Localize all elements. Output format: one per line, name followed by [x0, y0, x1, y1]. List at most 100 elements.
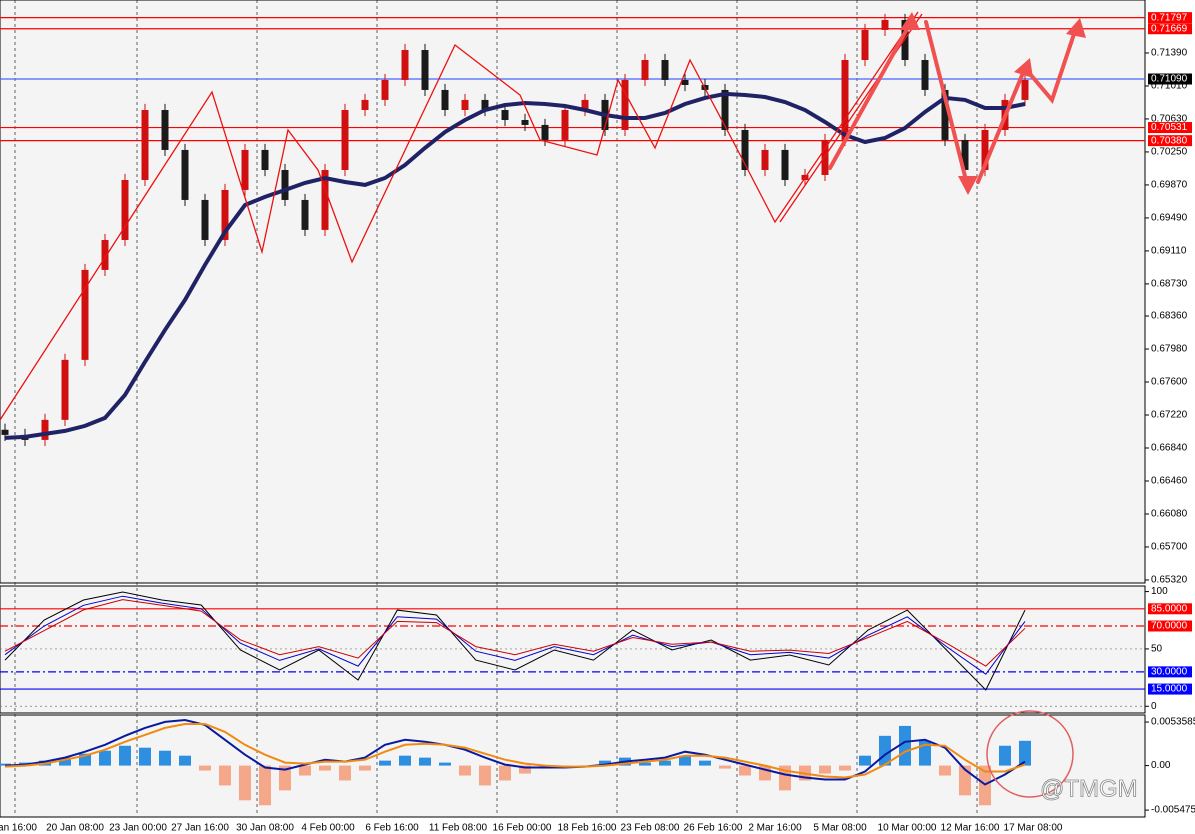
level-label: 0.71797 [1151, 12, 1188, 23]
candle-body [841, 59, 849, 140]
time-grid [14, 0, 978, 816]
candle-body [621, 79, 629, 130]
histogram-bar [319, 765, 331, 771]
x-tick-label: 5 Mar 08:00 [813, 823, 867, 834]
candle-body [721, 89, 729, 130]
candle-body [141, 110, 149, 180]
candle-body [521, 119, 529, 125]
y-tick-label: 0.00 [1151, 760, 1171, 771]
candle-body [481, 99, 489, 111]
y-tick-label: 0.69870 [1151, 180, 1188, 191]
histogram-bar [179, 755, 191, 766]
histogram-bar [1019, 740, 1031, 766]
x-tick-label: 17 Mar 08:00 [1004, 823, 1063, 834]
level-box [1148, 135, 1192, 147]
x-tick-label: 4 Feb 00:00 [301, 823, 355, 834]
histogram-bar [719, 765, 731, 769]
level-label: 30.0000 [1151, 667, 1188, 678]
candle-body [181, 149, 189, 200]
level-label: 85.0000 [1151, 603, 1188, 614]
x-tick-label: 23 Feb 08:00 [621, 823, 680, 834]
x-tick-label: 26 Feb 16:00 [684, 823, 743, 834]
watermark: @TMGM [1040, 775, 1138, 802]
candle-body [41, 419, 49, 440]
highlight-circle [986, 710, 1074, 798]
histogram-bar [139, 747, 151, 766]
level-box [1148, 23, 1192, 35]
histogram-bar [479, 765, 491, 786]
candle-body [381, 79, 389, 100]
histogram-bar [219, 765, 231, 786]
candle-body [781, 149, 789, 180]
histogram-bar [199, 765, 211, 771]
y-tick-label: 0.67980 [1151, 344, 1188, 355]
histogram-bar [699, 760, 711, 766]
x-tick-label: 23 Jan 00:00 [109, 823, 167, 834]
level-box [1148, 620, 1192, 632]
candle-body [61, 359, 69, 420]
histogram-bar [659, 760, 671, 766]
y-tick-label: 0.71390 [1151, 48, 1188, 59]
y-tick-label: 0.67600 [1151, 377, 1188, 388]
level-label: 0.70380 [1151, 135, 1188, 146]
x-tick-label: 18 Feb 16:00 [558, 823, 617, 834]
y-tick-label: 0.69110 [1151, 246, 1187, 257]
level-label: 0.70531 [1151, 122, 1188, 133]
histogram-bar [159, 750, 171, 766]
level-box [1148, 603, 1192, 615]
histogram-bar [599, 760, 611, 766]
candle-body [281, 169, 289, 200]
candle-body [401, 50, 409, 80]
y-tick-label: 0.70630 [1151, 114, 1188, 125]
candle-body [81, 269, 89, 360]
histogram-bar [239, 765, 251, 801]
moving-average [4, 91, 1026, 440]
zigzag-line [0, 11, 919, 421]
candle-body [1, 429, 9, 435]
level-box [1148, 683, 1192, 695]
histogram-bar [519, 765, 531, 774]
level-box [1148, 666, 1192, 678]
oscillator-line [4, 599, 1026, 667]
histogram-bar [259, 765, 271, 806]
macd-line [4, 723, 1026, 779]
histogram-bar [399, 755, 411, 766]
candle-body [201, 199, 209, 240]
y-tick-label: 0.68730 [1151, 279, 1188, 290]
histogram-bar [459, 765, 471, 776]
forecast-arrows [828, 12, 1086, 195]
candle-body [261, 149, 269, 170]
candle-body [941, 89, 949, 140]
candle-body [981, 129, 989, 170]
candle-body [821, 139, 829, 175]
arrow-head [1066, 18, 1086, 38]
candle-body [121, 179, 129, 240]
y-tick-label: 0.0053585 [1151, 717, 1195, 728]
histogram-bar [819, 765, 831, 774]
histogram-bar [739, 765, 751, 776]
oscillator-line [4, 591, 1026, 691]
histogram-bar [999, 745, 1011, 766]
x-tick-label: 20 Jan 08:00 [46, 823, 104, 834]
histogram-bar [899, 725, 911, 766]
x-tick-label: 27 Jan 16:00 [171, 823, 229, 834]
candle-body [961, 139, 969, 170]
histogram-bar [79, 753, 91, 766]
level-label: 0.71669 [1151, 23, 1188, 34]
histogram-bar [299, 765, 311, 776]
y-tick-label: -0.005475 [1151, 805, 1195, 816]
candle-body [761, 149, 769, 170]
histogram-bar [359, 765, 371, 771]
level-label: 15.0000 [1151, 684, 1188, 695]
candle-body [301, 199, 309, 230]
candle-body [441, 89, 449, 111]
y-tick-label: 100 [1151, 586, 1168, 597]
x-tick-label: 10 Mar 00:00 [878, 823, 937, 834]
y-tick-label: 0.65700 [1151, 542, 1188, 553]
y-tick-label: 0.68360 [1151, 311, 1188, 322]
histogram-bar [639, 762, 651, 766]
level-label: 0.71090 [1151, 74, 1188, 85]
arrow-head [900, 12, 920, 30]
candle-body [641, 59, 649, 80]
level-box [1148, 12, 1192, 24]
